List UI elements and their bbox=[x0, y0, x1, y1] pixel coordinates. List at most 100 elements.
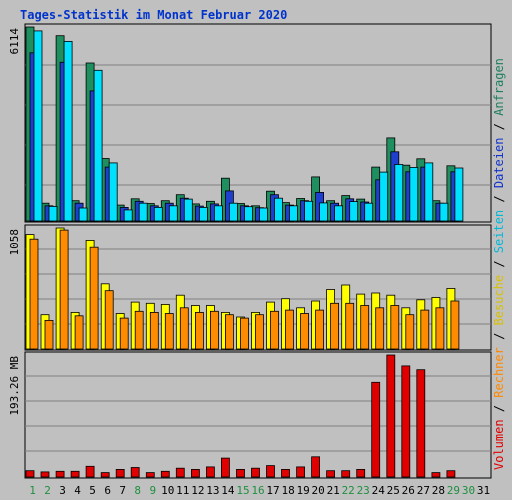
bar-volumen-day-15 bbox=[236, 468, 245, 478]
x-tick-label: 9 bbox=[149, 484, 156, 497]
bar-rechner-day-12 bbox=[194, 311, 204, 350]
bar-volumen-day-21 bbox=[326, 470, 336, 478]
bar-volumen-day-17 bbox=[266, 465, 275, 478]
x-tick-label: 23 bbox=[357, 484, 370, 497]
bar-seiten-day-29 bbox=[454, 167, 464, 222]
bar-rechner-day-26 bbox=[405, 314, 415, 350]
bar-seiten-day-6 bbox=[108, 162, 118, 222]
bar-volumen-day-5 bbox=[85, 465, 95, 478]
bar-rechner-day-25 bbox=[390, 305, 400, 350]
bar-rechner-day-27 bbox=[420, 309, 430, 350]
bar-seiten-day-21 bbox=[334, 205, 344, 222]
y-axis-max-label: 1058 bbox=[8, 229, 21, 256]
bar-rechner-day-16 bbox=[255, 314, 264, 350]
chart-panels: 6114 1058 193.26 MB bbox=[8, 23, 492, 479]
bar-rechner-day-24 bbox=[375, 307, 385, 350]
panel-visits: 1058 bbox=[8, 224, 492, 351]
legend-separator: / bbox=[492, 325, 506, 347]
bar-seiten-day-14 bbox=[228, 202, 238, 222]
bar-seiten-day-28 bbox=[439, 202, 449, 222]
bar-rechner-day-9 bbox=[149, 311, 159, 350]
bar-volumen-day-19 bbox=[296, 466, 306, 478]
x-tick-label: 11 bbox=[176, 484, 189, 497]
bar-volumen-day-22 bbox=[341, 470, 351, 478]
legend-separator: / bbox=[492, 253, 506, 275]
bar-seiten-day-17 bbox=[274, 197, 283, 222]
bar-volumen-day-23 bbox=[356, 468, 366, 478]
x-tick-label: 14 bbox=[221, 484, 235, 497]
x-tick-label: 3 bbox=[59, 484, 66, 497]
x-tick-label: 25 bbox=[387, 484, 400, 497]
x-tick-label: 28 bbox=[432, 484, 445, 497]
bar-volumen-day-6 bbox=[100, 472, 110, 478]
bar-seiten-day-22 bbox=[349, 201, 359, 222]
bar-seiten-day-20 bbox=[319, 202, 329, 222]
bar-seiten-day-15 bbox=[244, 206, 253, 222]
bar-seiten-day-24 bbox=[379, 171, 389, 222]
legend-separator: / bbox=[492, 188, 506, 210]
x-tick-label: 24 bbox=[372, 484, 386, 497]
bar-seiten-day-13 bbox=[213, 205, 223, 222]
bar-rechner-day-4 bbox=[74, 315, 84, 350]
x-tick-label: 2 bbox=[44, 484, 51, 497]
bar-rechner-day-14 bbox=[224, 314, 234, 350]
bar-seiten-day-19 bbox=[304, 200, 314, 222]
x-tick-label: 5 bbox=[89, 484, 96, 497]
legend-entry-rechner: Rechner bbox=[492, 347, 506, 398]
bar-seiten-day-1 bbox=[33, 30, 43, 222]
x-tick-label: 7 bbox=[119, 484, 126, 497]
bar-rechner-day-1 bbox=[29, 238, 39, 350]
bar-volumen-day-29 bbox=[446, 470, 456, 478]
chart-legend: Volumen / Rechner / Besuche / Seiten / D… bbox=[492, 58, 506, 470]
x-tick-label: 22 bbox=[342, 484, 355, 497]
bar-seiten-day-8 bbox=[138, 202, 148, 222]
bar-volumen-day-27 bbox=[416, 369, 426, 478]
bar-volumen-day-7 bbox=[115, 468, 125, 478]
x-tick-label: 15 bbox=[236, 484, 249, 497]
x-tick-label: 10 bbox=[161, 484, 174, 497]
x-tick-label: 20 bbox=[311, 484, 324, 497]
x-tick-label: 1 bbox=[29, 484, 36, 497]
x-tick-label: 31 bbox=[477, 484, 490, 497]
bar-rechner-day-19 bbox=[300, 313, 310, 350]
bar-volumen-day-10 bbox=[160, 470, 170, 478]
bar-rechner-day-28 bbox=[435, 307, 445, 350]
bar-seiten-day-27 bbox=[424, 162, 434, 222]
bar-volumen-day-9 bbox=[145, 472, 155, 478]
bar-volumen-day-16 bbox=[251, 467, 260, 478]
bar-seiten-day-23 bbox=[364, 202, 374, 222]
bar-seiten-day-18 bbox=[289, 205, 298, 222]
legend-separator: / bbox=[492, 116, 506, 138]
bar-seiten-day-10 bbox=[168, 205, 178, 222]
bar-volumen-day-8 bbox=[130, 467, 140, 478]
x-tick-label: 27 bbox=[417, 484, 430, 497]
bar-volumen-day-2 bbox=[40, 471, 50, 478]
bar-seiten-day-16 bbox=[259, 207, 268, 222]
bar-rechner-day-13 bbox=[209, 310, 219, 350]
legend-separator: / bbox=[492, 398, 506, 420]
bar-rechner-day-20 bbox=[315, 309, 325, 350]
bar-volumen-day-20 bbox=[311, 456, 321, 478]
bar-seiten-day-26 bbox=[409, 166, 419, 222]
bar-volumen-day-25 bbox=[386, 354, 396, 478]
bar-rechner-day-23 bbox=[360, 305, 370, 350]
legend-entry-anfragen: Anfragen bbox=[492, 58, 506, 116]
bar-volumen-day-24 bbox=[371, 381, 381, 478]
bar-volumen-day-12 bbox=[190, 468, 200, 478]
bar-volumen-day-1 bbox=[25, 470, 35, 478]
x-tick-label: 16 bbox=[251, 484, 264, 497]
bar-rechner-day-18 bbox=[285, 309, 294, 350]
bar-rechner-day-5 bbox=[89, 246, 99, 350]
x-tick-label: 4 bbox=[74, 484, 81, 497]
bar-rechner-day-10 bbox=[164, 313, 174, 350]
bar-rechner-day-22 bbox=[345, 302, 355, 350]
y-axis-max-label: 6114 bbox=[8, 28, 21, 55]
y-axis-max-label: 193.26 MB bbox=[8, 356, 21, 416]
x-axis-day-labels: 1 2 3 4 5 6 7 8 9 10 11 12 13 14 15 16 17 18 19 20 21 22 23 24 2… bbox=[29, 484, 490, 497]
panel-volume: 193.26 MB bbox=[8, 351, 492, 479]
bar-rechner-day-3 bbox=[59, 229, 69, 350]
legend-entry-volumen: Volumen bbox=[492, 419, 506, 470]
bar-volumen-day-11 bbox=[175, 467, 185, 478]
bar-volumen-day-26 bbox=[401, 365, 411, 478]
